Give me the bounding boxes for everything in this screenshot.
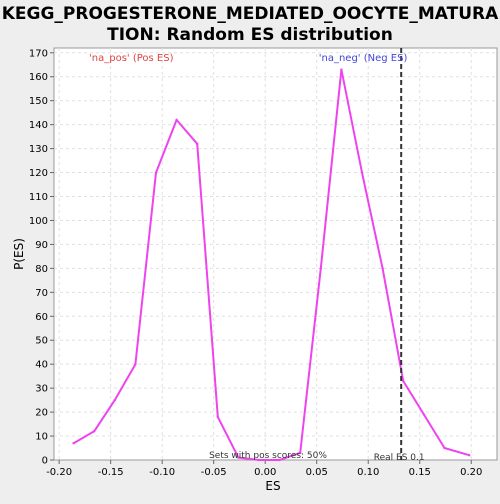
data-point (92, 430, 96, 433)
data-point (175, 118, 178, 122)
data-point (422, 413, 426, 416)
data-point (443, 446, 446, 450)
data-point (278, 458, 281, 462)
data-point (72, 442, 75, 445)
y-tick-label: 90 (35, 240, 48, 251)
y-tick-label: 70 (35, 288, 48, 299)
x-tick-label: -0.15 (98, 467, 124, 478)
data-point (381, 267, 384, 270)
data-point (299, 451, 302, 455)
plot-area (53, 47, 498, 461)
data-point (402, 379, 405, 383)
y-tick-label: 60 (35, 312, 48, 323)
x-tick-label: -0.20 (46, 467, 72, 478)
y-tick-label: 160 (29, 72, 48, 83)
series-line-es-distribution (73, 68, 470, 461)
y-tick-label: 80 (35, 264, 48, 275)
real-es-label: Real ES 0.1 (374, 453, 425, 463)
x-tick-label: -0.10 (149, 467, 175, 478)
data-point (360, 171, 364, 174)
y-tick-label: 50 (35, 336, 48, 347)
data-point (319, 267, 323, 270)
y-tick-label: 150 (29, 96, 48, 107)
data-point (113, 398, 116, 402)
data-point (467, 454, 471, 457)
footer-pos-scores: Sets with pos scores: 50% (209, 451, 327, 461)
y-axis-label: P(ES) (12, 238, 26, 270)
series-points (72, 68, 471, 462)
chart-title-line-2: TION: Random ES distribution (107, 25, 393, 45)
data-point (257, 458, 261, 462)
y-tick-label: 10 (35, 432, 48, 443)
x-tick-label: -0.05 (201, 467, 227, 478)
x-tick-label: 0.20 (460, 467, 482, 478)
y-tick-label: 100 (29, 216, 48, 227)
y-tick-label: 20 (35, 408, 48, 419)
data-point (134, 362, 137, 366)
data-point (340, 68, 343, 71)
data-point (237, 456, 240, 459)
data-point (216, 415, 220, 419)
x-tick-label: 0.15 (409, 467, 431, 478)
y-tick-label: 0 (42, 456, 48, 467)
y-tick-label: 40 (35, 360, 48, 371)
x-axis-ticks: -0.20 -0.15 -0.10 -0.05 0.00 0.05 0.10 0.15 0.20 (46, 460, 482, 478)
data-point (154, 171, 158, 174)
y-tick-label: 110 (29, 192, 48, 203)
y-tick-label: 30 (35, 384, 48, 395)
x-tick-label: 0.05 (306, 467, 328, 478)
y-tick-label: 140 (29, 120, 48, 131)
data-point (196, 142, 199, 146)
x-axis-label: ES (265, 479, 280, 493)
x-tick-label: 0.00 (254, 467, 276, 478)
y-tick-label: 130 (29, 144, 48, 155)
y-tick-label: 120 (29, 168, 48, 179)
chart-title-line-1: KEGG_PROGESTERONE_MEDIATED_OOCYTE_MATURA (2, 4, 499, 24)
annotation-na-pos: 'na_pos' (Pos ES) (89, 53, 174, 64)
y-axis-ticks: 0 10 20 30 40 50 60 70 80 90 100 110 120 130 140 150 160… (29, 48, 54, 467)
x-tick-label: 0.10 (357, 467, 379, 478)
annotation-na-neg: 'na_neg' (Neg ES) (319, 53, 408, 64)
y-tick-label: 170 (29, 48, 48, 59)
grid-lines (54, 48, 497, 460)
